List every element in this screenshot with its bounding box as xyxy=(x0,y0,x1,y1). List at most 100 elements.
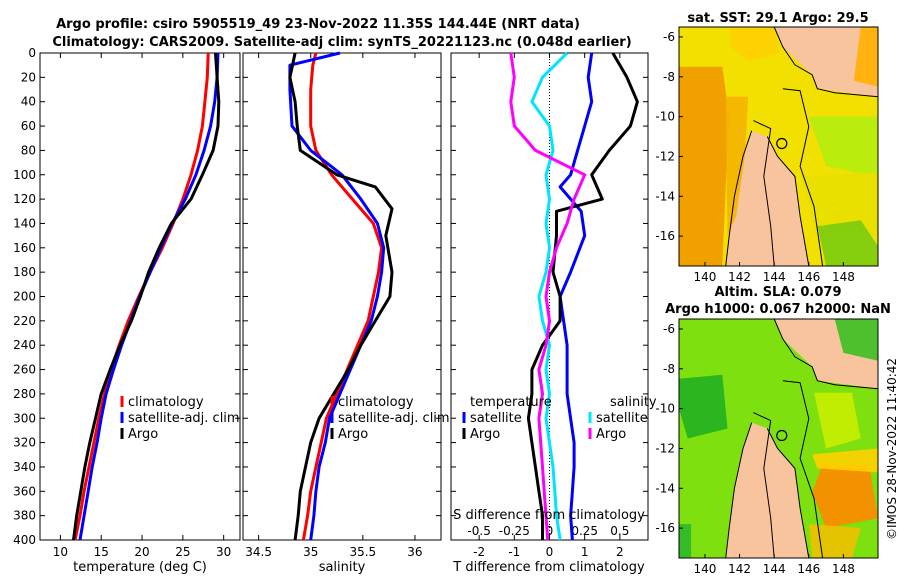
temperature-xtick-label: 15 xyxy=(94,545,109,559)
temperature-ytick-label: 320 xyxy=(13,436,36,450)
sst_map-field-patch xyxy=(725,96,749,237)
sst_map-ytick-label: -14 xyxy=(655,189,675,203)
temperature-ytick-label: 300 xyxy=(13,411,36,425)
salinity-xtick-label: 35.5 xyxy=(349,545,376,559)
temperature-ytick-label: 400 xyxy=(13,533,36,547)
temperature-ytick-label: 380 xyxy=(13,509,36,523)
sla_map-field-patch xyxy=(812,464,878,529)
sst_map-field-patch xyxy=(730,27,780,61)
temperature-ytick-label: 140 xyxy=(13,216,36,230)
sst_map-field-patch xyxy=(679,66,730,266)
sst_map-field-patch xyxy=(853,27,878,87)
sst_map-field-patch xyxy=(808,116,878,177)
difference-panel: -2 -1 0 1 2 -0.5 -0.25 0 0.25 0.5 temperature salin… xyxy=(450,51,657,559)
sst_map-xtick-label: 140 xyxy=(694,270,717,284)
temperature-legend-label: climatology xyxy=(128,395,204,410)
sla_map-field-patch xyxy=(834,319,878,361)
difference-xlabel-top: S difference from climatology xyxy=(453,508,645,523)
sla_map-xtick-label: 144 xyxy=(763,562,786,576)
temperature-xtick-label: 10 xyxy=(53,545,68,559)
temperature-ytick-label: 200 xyxy=(13,290,36,304)
temperature-xtick-label: 30 xyxy=(216,545,231,559)
difference-top-tick-label: -0.25 xyxy=(499,524,530,538)
temperature-xtick-label: 25 xyxy=(175,545,190,559)
sst_map-ytick-label: -12 xyxy=(655,149,675,163)
sla_map-ytick-label: -6 xyxy=(663,322,675,336)
difference-xtick-label: 1 xyxy=(581,545,589,559)
sla_map-xtick-label: 142 xyxy=(728,562,751,576)
difference-top-tick-label: 0.5 xyxy=(610,524,629,538)
temperature-ytick-label: 220 xyxy=(13,314,36,328)
temperature-ytick-label: 260 xyxy=(13,363,36,377)
sla_map-coastline xyxy=(725,422,753,559)
temperature-ytick-label: 340 xyxy=(13,460,36,474)
sst_map-ytick-label: -16 xyxy=(655,229,675,243)
temperature-ytick-label: 180 xyxy=(13,265,36,279)
temperature-legend-label: satellite-adj. clim xyxy=(128,411,240,426)
sla_map-xtick-label: 140 xyxy=(694,562,717,576)
sst-map-title: sat. SST: 29.1 Argo: 29.5 xyxy=(687,11,868,26)
salinity-legend-label: satellite-adj. clim xyxy=(338,411,450,426)
difference-xlabel: T difference from climatology xyxy=(452,560,645,575)
salinity-legend-label: climatology xyxy=(338,395,414,410)
sla_map-ytick-label: -10 xyxy=(655,402,675,416)
temperature-panel: 10 15 20 25 30020406080100120140160180200220… xyxy=(13,46,241,559)
sla_map-xtick-label: 146 xyxy=(797,562,820,576)
temperature-ytick-label: 280 xyxy=(13,387,36,401)
sla-map-panel: 140 142 144 146 148 -6 -8 -10 -12 -14 -16 xyxy=(655,318,879,576)
sla_map-ytick-label: -16 xyxy=(655,521,675,535)
salinity-series-argo xyxy=(288,52,394,541)
sst_map-shelf-contour xyxy=(753,120,775,267)
temperature-ytick-label: 360 xyxy=(13,484,36,498)
sla_map-field-patch xyxy=(679,524,692,558)
sst_map-ytick-label: -10 xyxy=(655,110,675,124)
sla-map-title-line1: Altim. SLA: 0.079 xyxy=(715,285,842,300)
temperature-ytick-label: 0 xyxy=(28,46,36,60)
temperature-xlabel: temperature (deg C) xyxy=(73,560,207,575)
sla_map-ytick-label: -8 xyxy=(663,362,675,376)
sla_map-coastline xyxy=(773,318,879,390)
sla_map-frame xyxy=(678,318,879,559)
sst-map-panel: 140 142 144 146 148 -6 -8 -10 -12 -14 -16 xyxy=(655,26,879,284)
sst_map-coastline xyxy=(773,26,879,98)
difference-xtick-label: -2 xyxy=(473,545,485,559)
sla_map-shelf-contour xyxy=(753,412,775,559)
temperature-xtick-label: 20 xyxy=(134,545,149,559)
sst_map-xtick-label: 146 xyxy=(797,270,820,284)
sla_map-ytick-label: -12 xyxy=(655,441,675,455)
temperature-ytick-label: 160 xyxy=(13,241,36,255)
difference-legend-sal-header: salinity xyxy=(610,395,657,410)
temperature-ytick-label: 20 xyxy=(21,70,36,84)
temperature-ytick-label: 40 xyxy=(21,95,36,109)
sst_map-argo-marker xyxy=(776,137,788,150)
salinity-xtick-label: 35 xyxy=(303,545,318,559)
salinity-xlabel: salinity xyxy=(319,560,366,575)
temperature-ytick-label: 80 xyxy=(21,143,36,157)
difference-xtick-label: -1 xyxy=(508,545,520,559)
figure-title-line2: Climatology: CARS2009. Satellite-adj cli… xyxy=(52,35,631,50)
difference-sal-legend-label: Argo xyxy=(596,427,626,442)
sla_map-argo-marker xyxy=(776,429,788,442)
sst_map-shelf-contour xyxy=(782,88,824,267)
sst_map-frame xyxy=(678,26,879,267)
temperature-ytick-label: 100 xyxy=(13,168,36,182)
sst_map-coastline xyxy=(766,136,810,267)
sst_map-field-patch xyxy=(800,172,878,237)
temperature-ytick-label: 60 xyxy=(21,119,36,133)
temperature-series-argo xyxy=(72,52,221,541)
sla_map-ytick-label: -14 xyxy=(655,481,675,495)
sla_map-shelf-contour xyxy=(782,380,824,559)
temperature-legend-label: Argo xyxy=(128,427,158,442)
difference-temp-legend-label: Argo xyxy=(470,427,500,442)
difference-top-tick-label: 0.25 xyxy=(571,524,598,538)
sla_map-coastline xyxy=(766,428,810,559)
difference-series-salinity-argo xyxy=(509,52,587,541)
sst_map-ytick-label: -8 xyxy=(663,70,675,84)
sla_map-xtick-label: 148 xyxy=(832,562,855,576)
sst_map-xtick-label: 144 xyxy=(763,270,786,284)
difference-xtick-label: 2 xyxy=(616,545,624,559)
difference-series-salinity-satellite xyxy=(530,51,569,541)
sst_map-xtick-label: 148 xyxy=(832,270,855,284)
